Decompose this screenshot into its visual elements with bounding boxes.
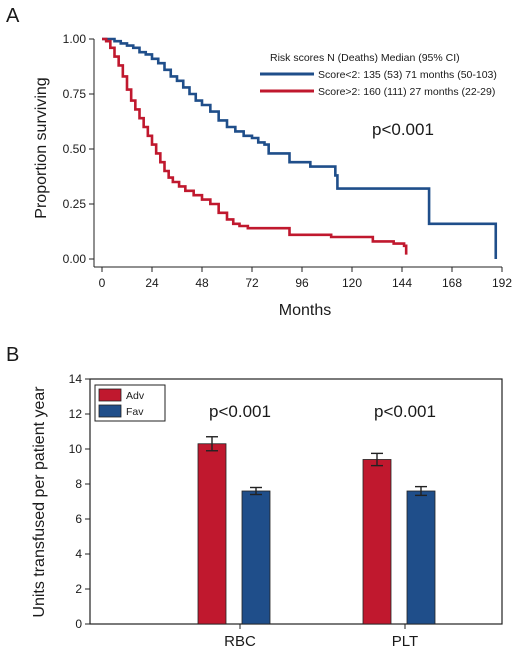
panel-a-series-lines [102,37,498,259]
panel-b-y-tick-label: 12 [69,407,83,421]
panel-a-x-tick-label: 24 [145,276,159,290]
legend-entry-score-lt-2: Score<2: 135 (53) 71 months (50-103) [318,69,497,81]
legend-entry-score-gt-2: Score>2: 160 (111) 27 months (22-29) [318,86,495,98]
panel-b-y-tick-label: 14 [69,372,83,386]
panel-b-label: B [6,344,19,366]
panel-a-x-tick-label: 192 [492,276,512,290]
panel-b-frame [89,378,503,625]
panel-a-y-tick-label: 1.00 [63,32,87,46]
survival-curve-score-lt-2 [102,37,498,259]
panel-a-y-tick-label: 0.75 [63,87,87,101]
panel-b-y-tick-label: 6 [75,512,82,526]
panel-a-y-tick-label: 0.25 [63,197,87,211]
panel-b-y-axis-label: Units transfused per patient year [31,386,48,618]
panel-b-y-tick-label: 4 [75,547,82,561]
panel-a-axes: 0 24 48 72 96 120 144 168 192 0.00 0.25 0.50 0.75 1.0… [63,32,513,290]
p-value-rbc: p<0.001 [209,402,271,421]
legend-swatch-adv [98,388,122,402]
panel-a: A Proportion surviving Months 0 24 48 72 96 1… [6,5,512,319]
panel-a-x-tick-label: 48 [195,276,209,290]
panel-b-y-tick-label: 0 [75,617,82,631]
survival-curve-score-gt-2 [102,37,408,255]
panel-a-x-tick-label: 72 [245,276,259,290]
panel-a-x-tick-label: 144 [392,276,412,290]
legend-swatch-fav [98,404,122,418]
panel-a-x-tick-label: 96 [295,276,309,290]
panel-b-y-tick-label: 8 [75,477,82,491]
panel-a-y-tick-label: 0.50 [63,142,87,156]
panel-b-bars [197,436,436,625]
panel-a-y-axis-label: Proportion surviving [33,77,50,218]
legend-entry-fav: Fav [126,406,144,418]
panel-b-axes: 0 2 4 6 8 10 12 14 RBC PLT [69,372,503,650]
bar-rbc-fav [241,490,271,625]
panel-a-x-tick-label: 168 [442,276,462,290]
panel-a-y-tick-label: 0.00 [63,252,87,266]
p-value-plt: p<0.001 [374,402,436,421]
category-label-rbc: RBC [224,633,256,650]
panel-a-legend: Risk scores N (Deaths) Median (95% CI) S… [260,52,497,98]
bar-rbc-adv [197,443,227,625]
bar-plt-fav [406,490,436,625]
panel-b: B Units transfused per patient year 0 2 4 6… [6,344,503,650]
category-label-plt: PLT [392,633,418,650]
panel-a-x-axis-label: Months [279,302,331,319]
panel-a-x-tick-label: 0 [99,276,106,290]
panel-b-legend: Adv Fav [94,384,166,422]
legend-title: Risk scores N (Deaths) Median (95% CI) [270,52,460,64]
panel-a-x-tick-label: 120 [342,276,362,290]
bar-plt-adv [362,459,392,625]
panel-b-y-tick-label: 2 [75,582,82,596]
panel-a-label: A [6,5,20,27]
legend-entry-adv: Adv [126,390,145,402]
panel-b-y-tick-label: 10 [69,442,83,456]
panel-a-p-value: p<0.001 [372,120,434,139]
